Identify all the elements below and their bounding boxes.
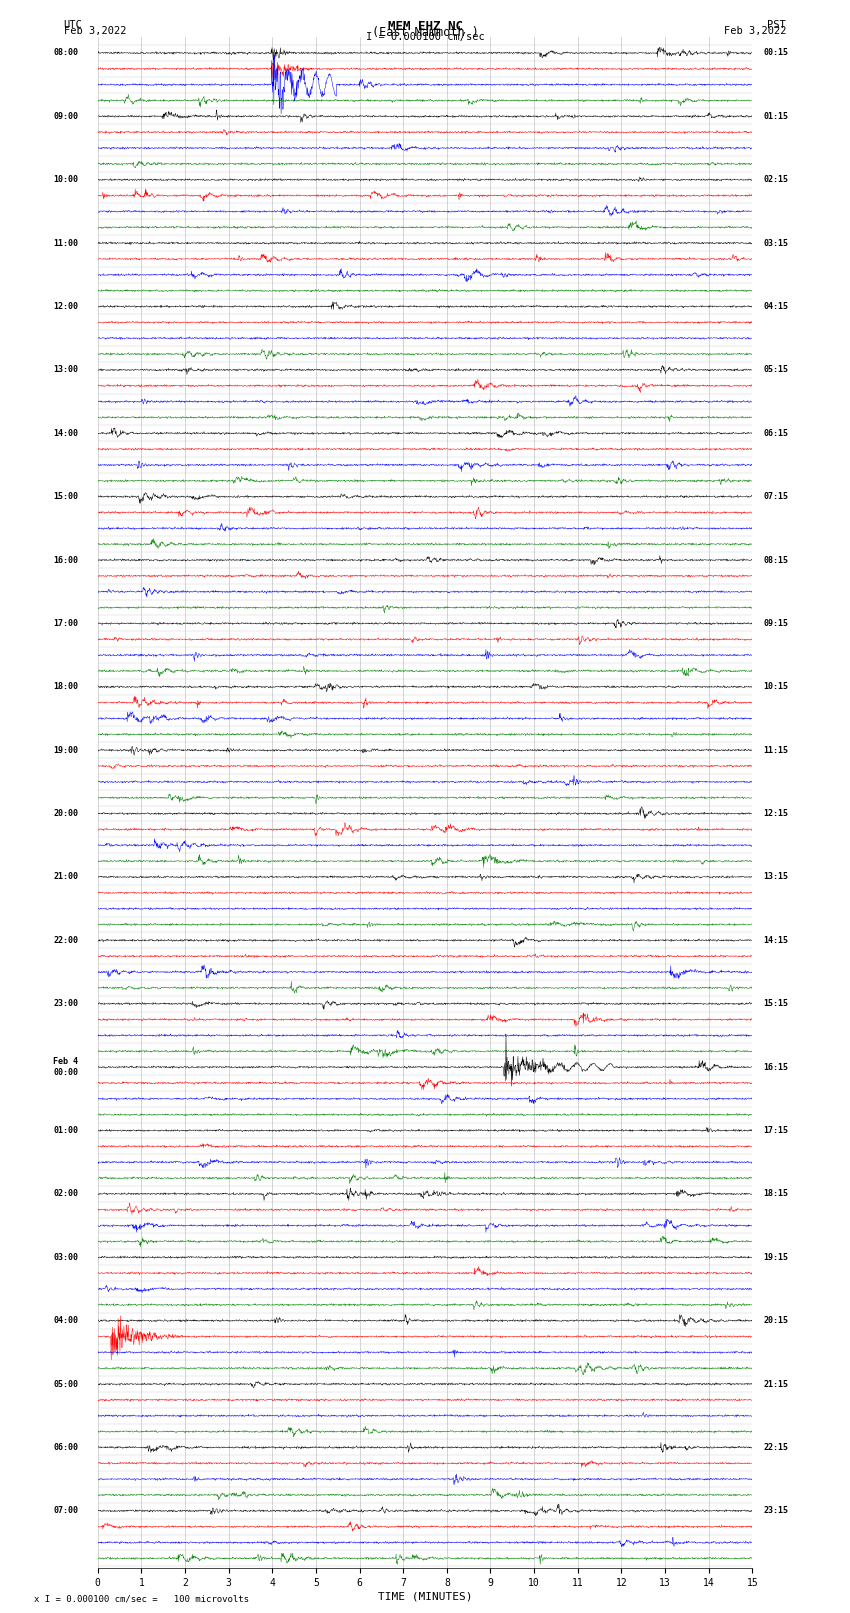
Text: Feb 3,2022: Feb 3,2022: [64, 26, 127, 35]
Text: 04:15: 04:15: [763, 302, 788, 311]
Text: 22:00: 22:00: [53, 936, 78, 945]
Text: 20:15: 20:15: [763, 1316, 788, 1326]
Text: 02:15: 02:15: [763, 176, 788, 184]
Text: I = 0.000100 cm/sec: I = 0.000100 cm/sec: [366, 32, 484, 42]
Text: 10:15: 10:15: [763, 682, 788, 692]
Text: 19:15: 19:15: [763, 1253, 788, 1261]
Text: 21:15: 21:15: [763, 1379, 788, 1389]
Text: 05:15: 05:15: [763, 366, 788, 374]
Text: Feb 3,2022: Feb 3,2022: [723, 26, 786, 35]
Text: 12:00: 12:00: [53, 302, 78, 311]
Text: 17:15: 17:15: [763, 1126, 788, 1136]
Text: 23:15: 23:15: [763, 1507, 788, 1515]
Text: 11:15: 11:15: [763, 745, 788, 755]
Text: (East Mammoth ): (East Mammoth ): [371, 26, 479, 39]
Text: 03:00: 03:00: [53, 1253, 78, 1261]
Text: 13:00: 13:00: [53, 366, 78, 374]
Text: 12:15: 12:15: [763, 810, 788, 818]
Text: 09:00: 09:00: [53, 111, 78, 121]
Text: 21:00: 21:00: [53, 873, 78, 881]
Text: 15:15: 15:15: [763, 998, 788, 1008]
Text: 03:15: 03:15: [763, 239, 788, 248]
Text: 18:15: 18:15: [763, 1189, 788, 1198]
Text: UTC: UTC: [64, 19, 82, 31]
Text: 14:15: 14:15: [763, 936, 788, 945]
X-axis label: TIME (MINUTES): TIME (MINUTES): [377, 1592, 473, 1602]
Text: 15:00: 15:00: [53, 492, 78, 502]
Text: 10:00: 10:00: [53, 176, 78, 184]
Text: 01:15: 01:15: [763, 111, 788, 121]
Text: 20:00: 20:00: [53, 810, 78, 818]
Text: 00:15: 00:15: [763, 48, 788, 58]
Text: PST: PST: [768, 19, 786, 31]
Text: 11:00: 11:00: [53, 239, 78, 248]
Text: 19:00: 19:00: [53, 745, 78, 755]
Text: 05:00: 05:00: [53, 1379, 78, 1389]
Text: 22:15: 22:15: [763, 1444, 788, 1452]
Text: 16:00: 16:00: [53, 555, 78, 565]
Text: 09:15: 09:15: [763, 619, 788, 627]
Text: 07:00: 07:00: [53, 1507, 78, 1515]
Text: 23:00: 23:00: [53, 998, 78, 1008]
Text: 07:15: 07:15: [763, 492, 788, 502]
Text: 13:15: 13:15: [763, 873, 788, 881]
Text: 01:00: 01:00: [53, 1126, 78, 1136]
Text: 08:00: 08:00: [53, 48, 78, 58]
Text: x I = 0.000100 cm/sec =   100 microvolts: x I = 0.000100 cm/sec = 100 microvolts: [34, 1594, 249, 1603]
Text: 18:00: 18:00: [53, 682, 78, 692]
Text: 17:00: 17:00: [53, 619, 78, 627]
Text: 04:00: 04:00: [53, 1316, 78, 1326]
Text: 08:15: 08:15: [763, 555, 788, 565]
Text: 14:00: 14:00: [53, 429, 78, 437]
Text: 16:15: 16:15: [763, 1063, 788, 1071]
Text: 06:15: 06:15: [763, 429, 788, 437]
Text: 06:00: 06:00: [53, 1444, 78, 1452]
Text: 02:00: 02:00: [53, 1189, 78, 1198]
Text: Feb 4
00:00: Feb 4 00:00: [53, 1058, 78, 1077]
Text: MEM EHZ NC: MEM EHZ NC: [388, 19, 462, 34]
